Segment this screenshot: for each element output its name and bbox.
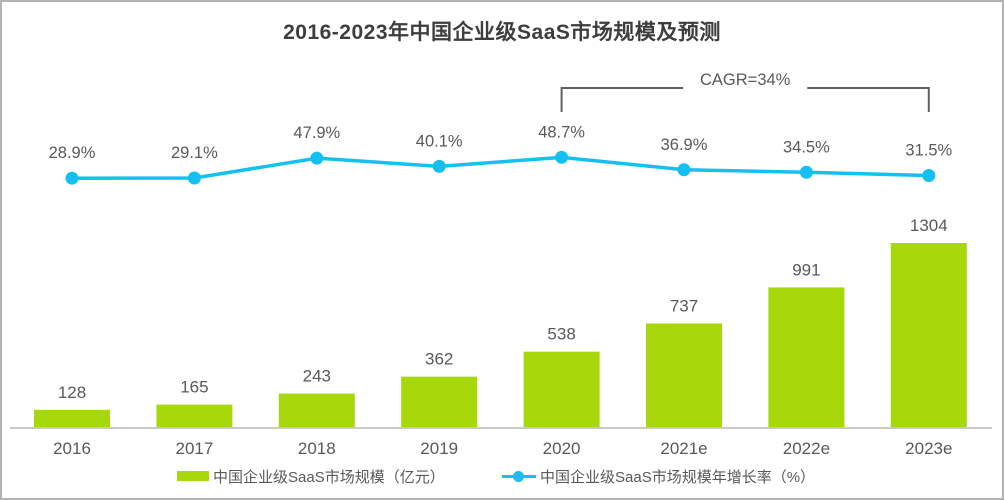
bar-swatch-icon [177,471,209,481]
growth-value-label: 47.9% [293,124,340,142]
growth-line [70,155,931,180]
bar-value-label: 128 [58,383,86,402]
bar-value-label: 243 [303,367,331,386]
growth-value-label: 36.9% [661,136,708,154]
growth-point [555,150,569,164]
bar [523,351,600,428]
cagr-bracket [560,87,930,112]
x-axis-label: 2020 [543,439,581,458]
bar [768,287,845,428]
bar-value-label: 991 [792,260,820,279]
bar [278,393,355,428]
legend-growth-rate-label: 中国企业级SaaS市场规模年增长率（%） [540,468,816,486]
growth-point [187,171,201,185]
bar [34,409,110,428]
growth-value-label: 28.9% [49,144,96,162]
bar-value-label: 538 [547,325,575,344]
growth-point [432,159,446,173]
x-axis-label: 2016 [53,439,91,458]
bar [890,243,967,428]
growth-value-label: 34.5% [783,138,830,156]
growth-point [922,168,936,182]
bar-value-label: 737 [670,296,698,315]
bar-value-label: 1304 [910,216,948,235]
x-axis-label: 2019 [420,439,458,458]
growth-value-label: 48.7% [538,123,585,141]
x-axis-label: 2017 [175,439,213,458]
legend-market-size-label: 中国企业级SaaS市场规模（亿元） [213,468,445,486]
x-axis-label: 2021e [660,439,707,458]
x-axis-label: 2018 [298,439,336,458]
growth-value-label: 29.1% [171,144,218,162]
bar-value-label: 165 [180,378,208,397]
growth-value-label: 31.5% [905,141,952,159]
bar-value-label: 362 [425,350,453,369]
growth-point [677,163,691,177]
legend-item-growth-rate: 中国企业级SaaS市场规模年增长率（%） [502,468,816,486]
cagr-label: CAGR=34% [700,71,791,89]
growth-point [65,171,79,185]
bar [646,323,722,428]
bar [156,404,233,428]
chart-title: 2016-2023年中国企业级SaaS市场规模及预测 [283,21,721,44]
line-dot-icon [502,470,536,483]
growth-point [310,151,324,165]
bar [401,376,478,428]
x-axis-label: 2023e [905,439,952,458]
growth-value-label: 40.1% [416,132,463,150]
legend-item-market-size: 中国企业级SaaS市场规模（亿元） [177,468,445,486]
growth-point [799,165,813,179]
x-axis-label: 2022e [783,439,830,458]
